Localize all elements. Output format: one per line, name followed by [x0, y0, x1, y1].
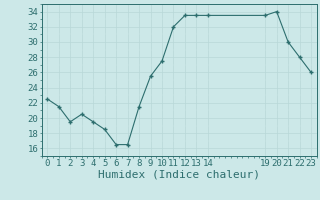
X-axis label: Humidex (Indice chaleur): Humidex (Indice chaleur)	[98, 170, 260, 180]
